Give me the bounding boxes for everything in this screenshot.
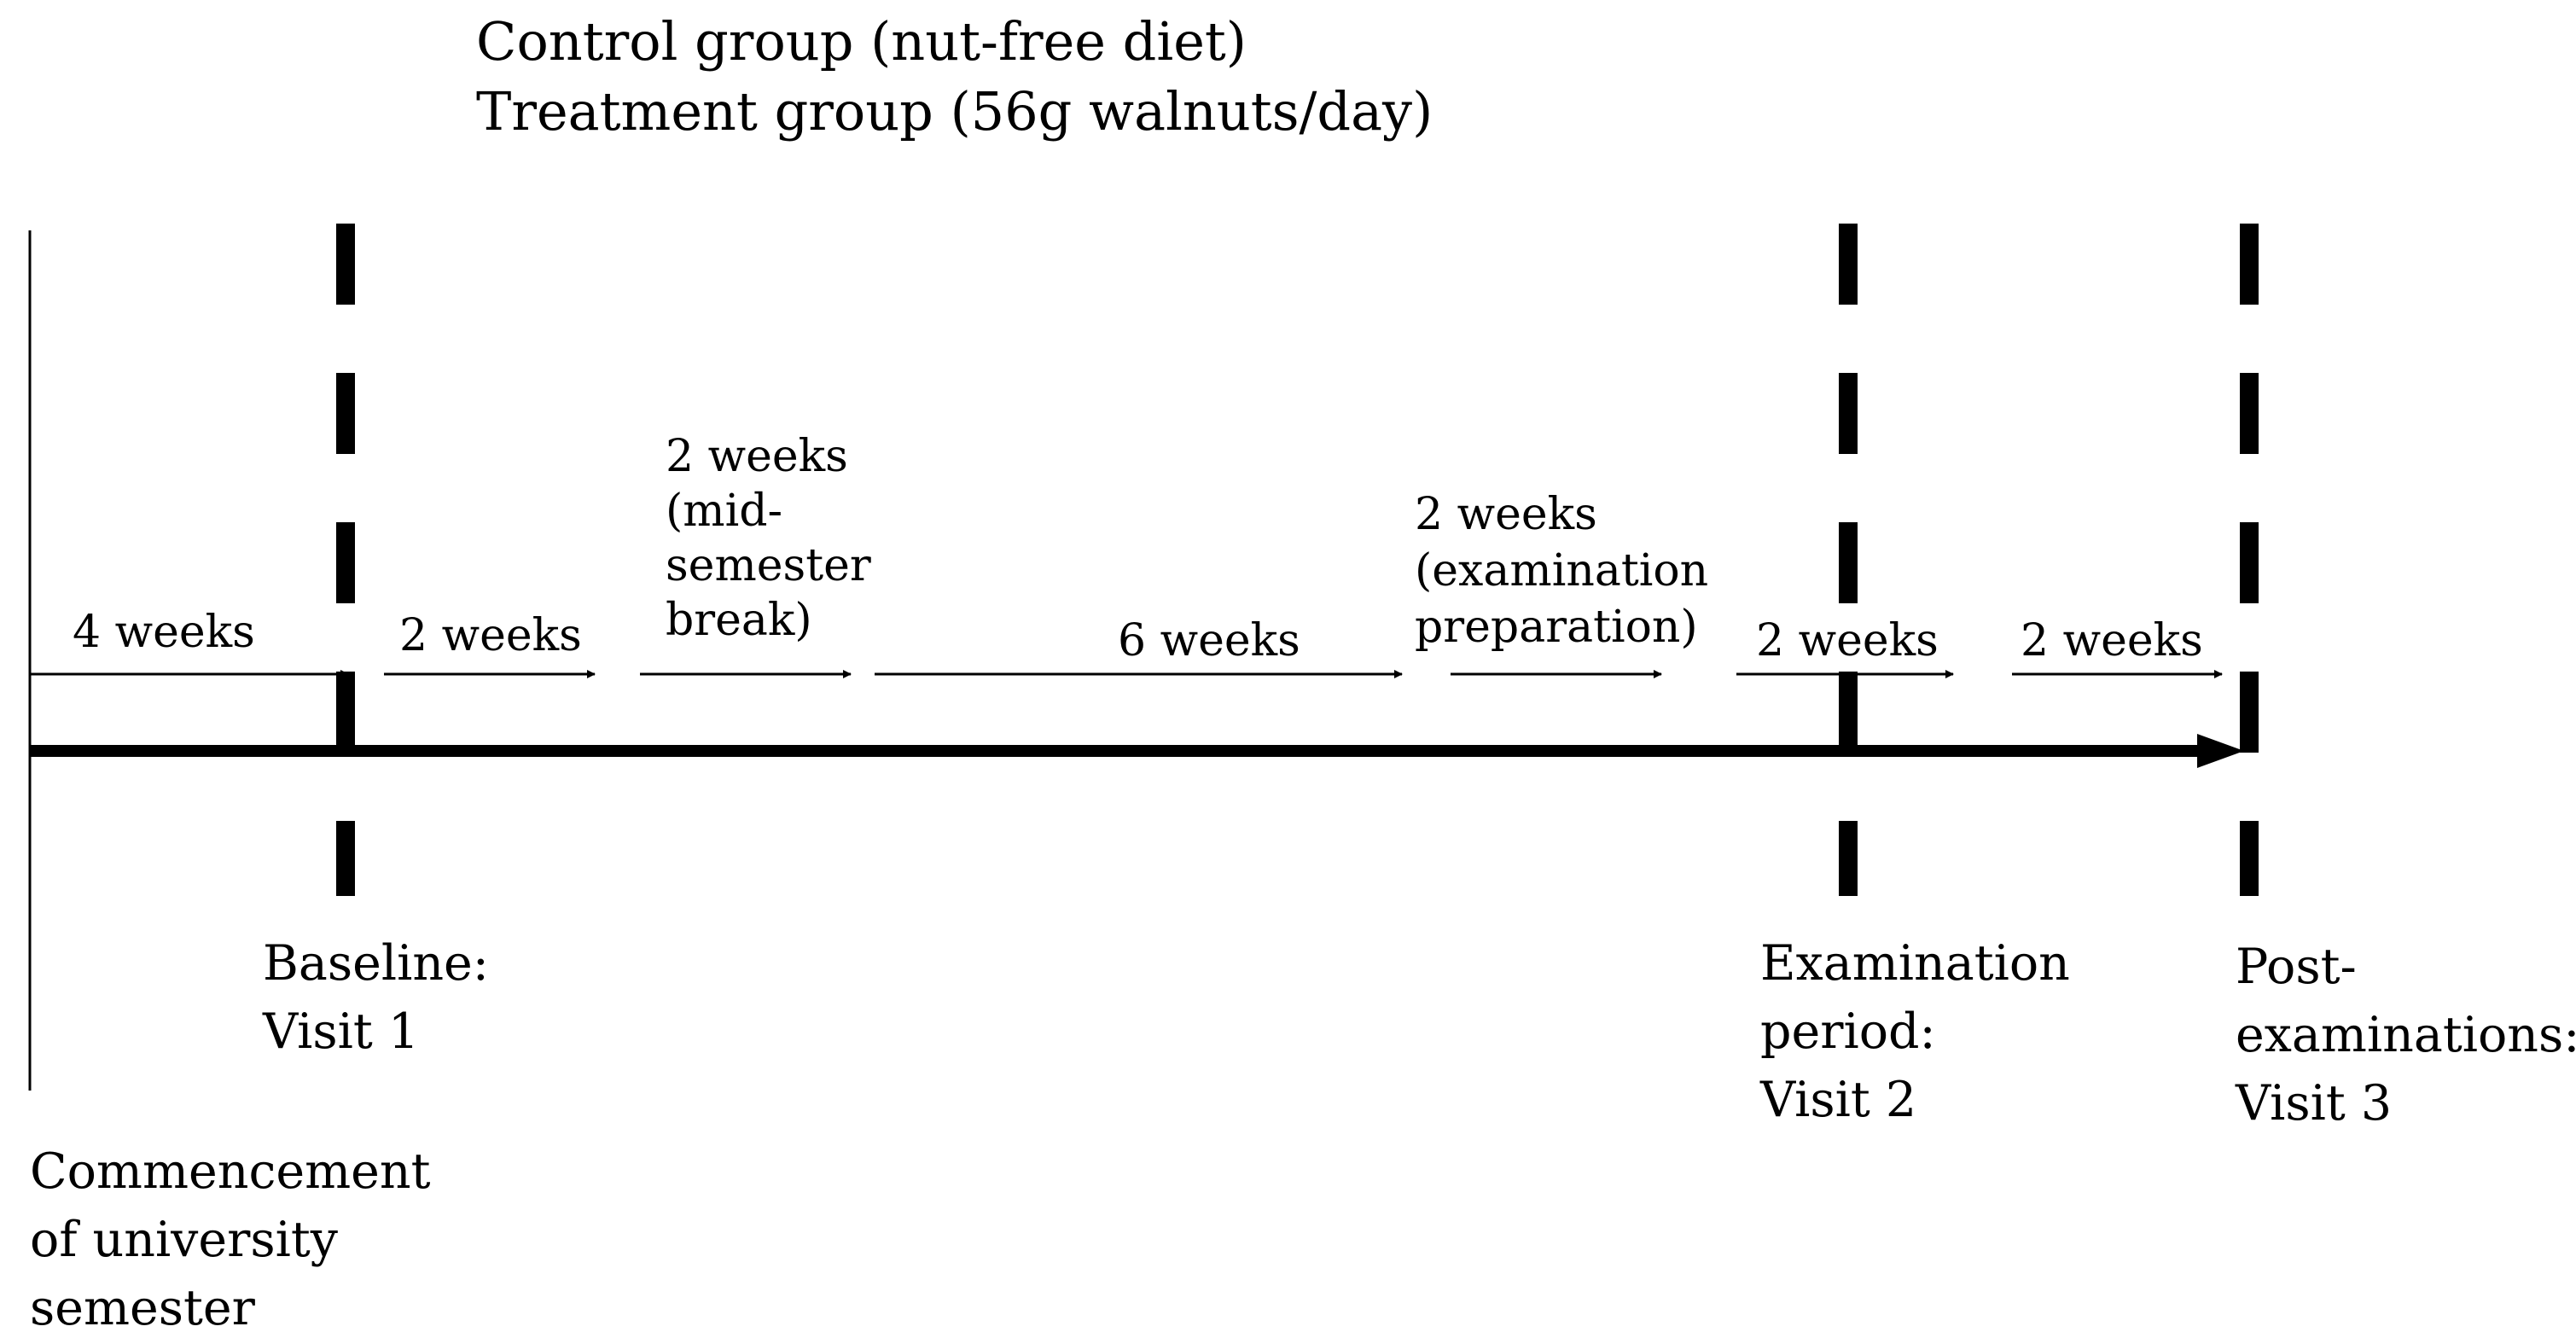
visit-3-label: Post- examinations: Visit 3 <box>2235 939 2576 1131</box>
treatment-group-label: Treatment group (56g walnuts/day) <box>476 80 1433 143</box>
interval-label-2: 2 weeks <box>399 610 582 661</box>
commencement-label: Commencement of university semester <box>30 1143 446 1336</box>
control-group-label: Control group (nut-free diet) <box>476 10 1247 73</box>
visit-2-label: Examination period: Visit 2 <box>1759 935 2085 1128</box>
interval-label-6: 2 weeks <box>1756 615 1939 666</box>
interval-label-7: 2 weeks <box>2021 615 2203 666</box>
interval-label-4: 6 weeks <box>1118 615 1300 666</box>
main-timeline-arrowhead <box>2197 734 2244 768</box>
visit-1-label: Baseline: Visit 1 <box>262 935 504 1060</box>
interval-label-3: 2 weeks (mid- semester break) <box>666 431 885 646</box>
interval-label-5: 2 weeks (examination preparation) <box>1415 489 1723 653</box>
interval-label-1: 4 weeks <box>73 607 255 658</box>
